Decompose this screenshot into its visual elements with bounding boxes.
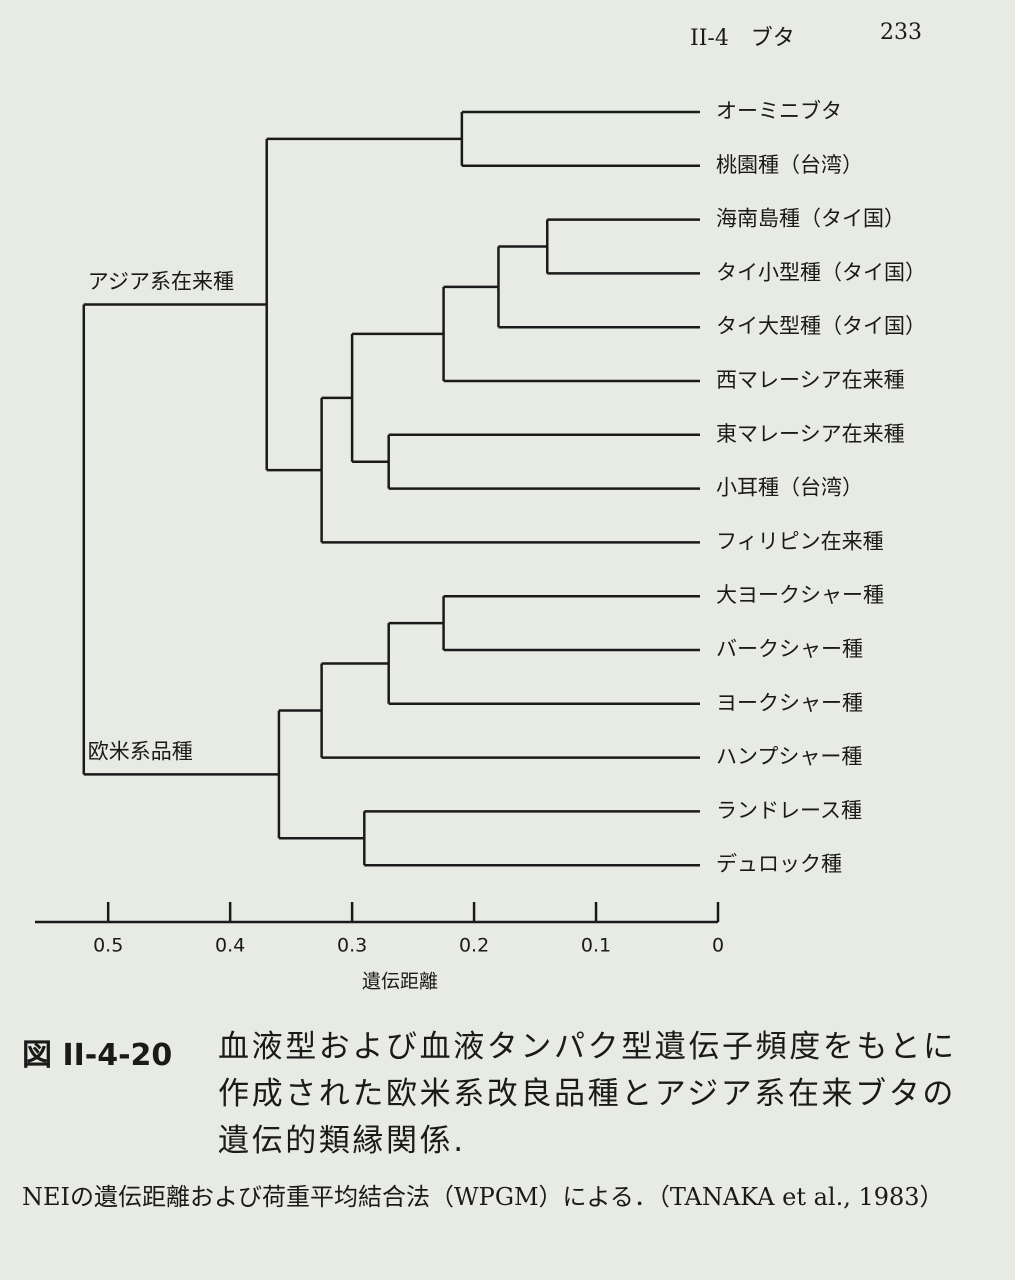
caption-text: 血液型および血液タンパク型遺伝子頻度をもとに作成された欧米系改良品種とアジア系在… bbox=[218, 1029, 957, 1159]
leaf-label: バークシャー種 bbox=[716, 637, 863, 661]
x-tick-label: 0.5 bbox=[93, 935, 123, 957]
x-tick-label: 0.2 bbox=[459, 935, 489, 957]
leaf-label: 大ヨークシャー種 bbox=[716, 583, 884, 607]
leaf-label: フィリピン在来種 bbox=[716, 529, 884, 553]
leaf-label: オーミニブタ bbox=[716, 99, 842, 123]
leaf-label: タイ大型種（タイ国） bbox=[716, 314, 926, 338]
x-axis-label: 遺伝距離 bbox=[362, 971, 438, 993]
leaf-label: タイ小型種（タイ国） bbox=[716, 260, 926, 284]
caption-label: 図 II-4-20 bbox=[22, 1038, 173, 1073]
leaf-label: 海南島種（タイ国） bbox=[716, 207, 905, 231]
x-tick-label: 0.4 bbox=[215, 935, 245, 957]
group-label: 欧米系品種 bbox=[88, 739, 193, 763]
x-tick-label: 0.3 bbox=[337, 935, 367, 957]
x-tick-label: 0.1 bbox=[581, 935, 611, 957]
leaf-label: 西マレーシア在来種 bbox=[716, 368, 905, 392]
leaf-label: ランドレース種 bbox=[716, 798, 862, 822]
leaf-label: デュロック種 bbox=[716, 852, 842, 876]
header-page: 233 bbox=[880, 20, 922, 45]
leaf-label: 東マレーシア在来種 bbox=[716, 422, 905, 446]
leaf-label: 小耳種（台湾） bbox=[716, 476, 863, 500]
leaf-label: 桃園種（台湾） bbox=[716, 153, 863, 177]
leaf-label: ハンプシャー種 bbox=[716, 745, 862, 769]
header-section: II-4 ブタ bbox=[690, 26, 795, 51]
note: NEIの遺伝距離および荷重平均結合法（WPGM）による．（TANAKA et a… bbox=[22, 1183, 944, 1211]
group-label: アジア系在来種 bbox=[88, 270, 234, 294]
x-tick-label: 0 bbox=[712, 935, 724, 957]
leaf-label: ヨークシャー種 bbox=[716, 691, 863, 715]
